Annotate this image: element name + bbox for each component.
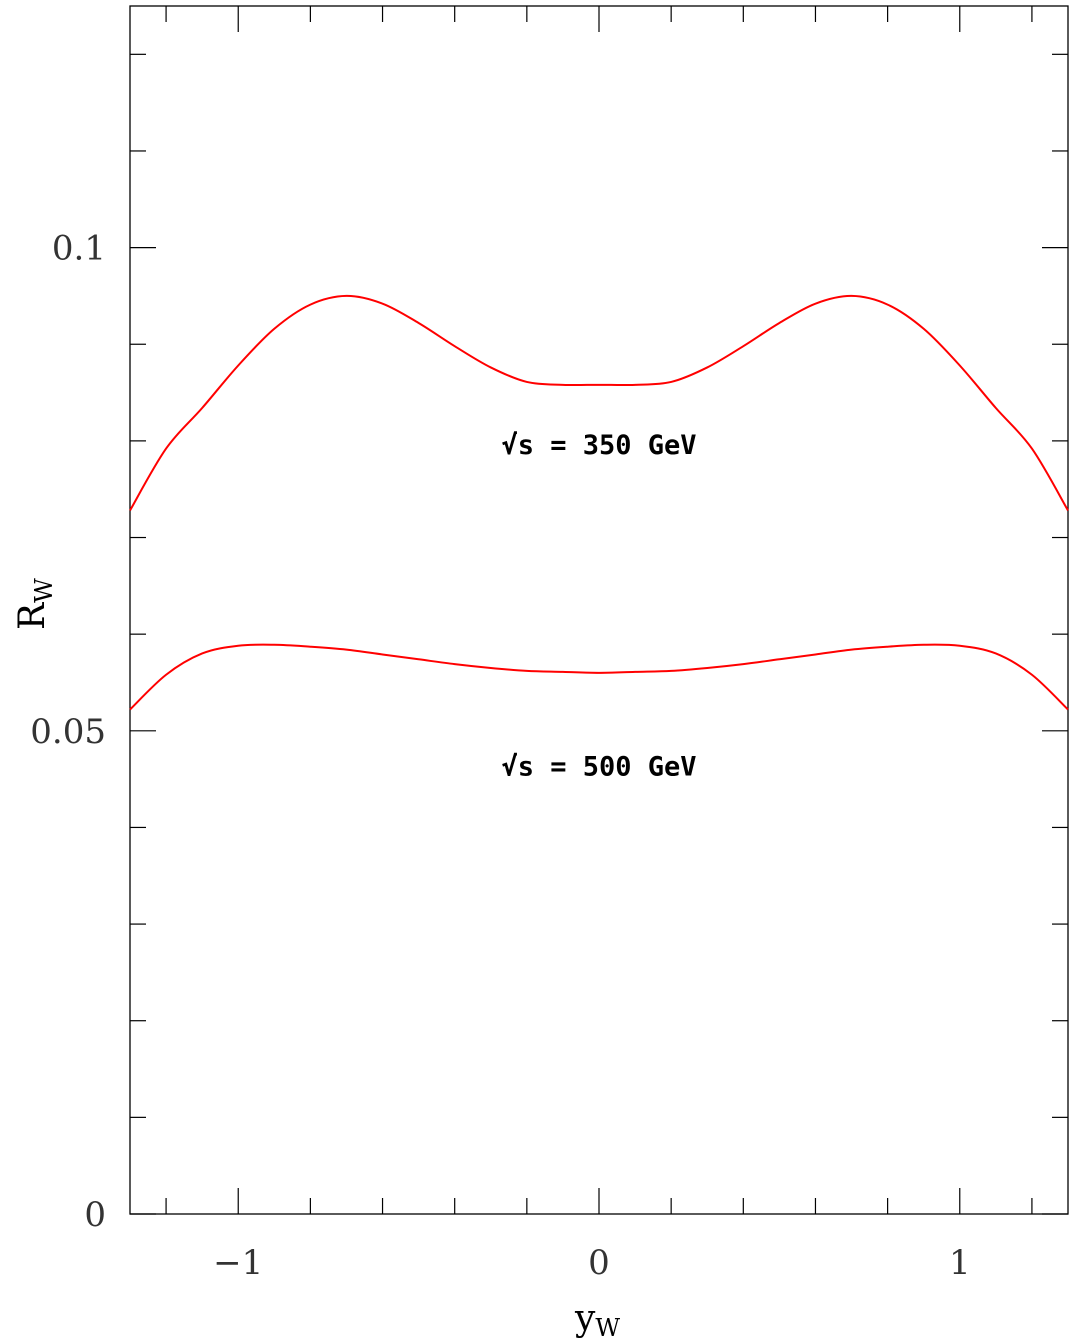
x-tick-labels: −1 0 1 <box>213 1243 970 1283</box>
y-tick-label: 0.1 <box>52 229 106 269</box>
minor-ticks <box>130 6 1068 1214</box>
series-annotation-2: √s = 500 GeV <box>501 752 696 783</box>
y-tick-label: 0.05 <box>30 712 106 752</box>
series-layer <box>129 294 1069 711</box>
x-axis-title: yW <box>574 1298 620 1339</box>
x-tick-label: 0 <box>588 1243 610 1283</box>
y-tick-label: 0 <box>84 1195 106 1235</box>
series-line-1 <box>129 294 1069 511</box>
x-tick-label: 1 <box>949 1243 971 1283</box>
series-line-2 <box>129 643 1069 711</box>
y-axis-title: RW <box>12 578 58 630</box>
series-annotation-1: √s = 350 GeV <box>501 430 696 461</box>
x-tick-label: −1 <box>213 1243 263 1283</box>
y-tick-labels: 0 0.05 0.1 <box>30 229 106 1235</box>
annotation-layer: √s = 350 GeV √s = 500 GeV <box>501 430 696 783</box>
plot-frame <box>129 5 1069 1215</box>
major-ticks <box>130 6 1068 1215</box>
